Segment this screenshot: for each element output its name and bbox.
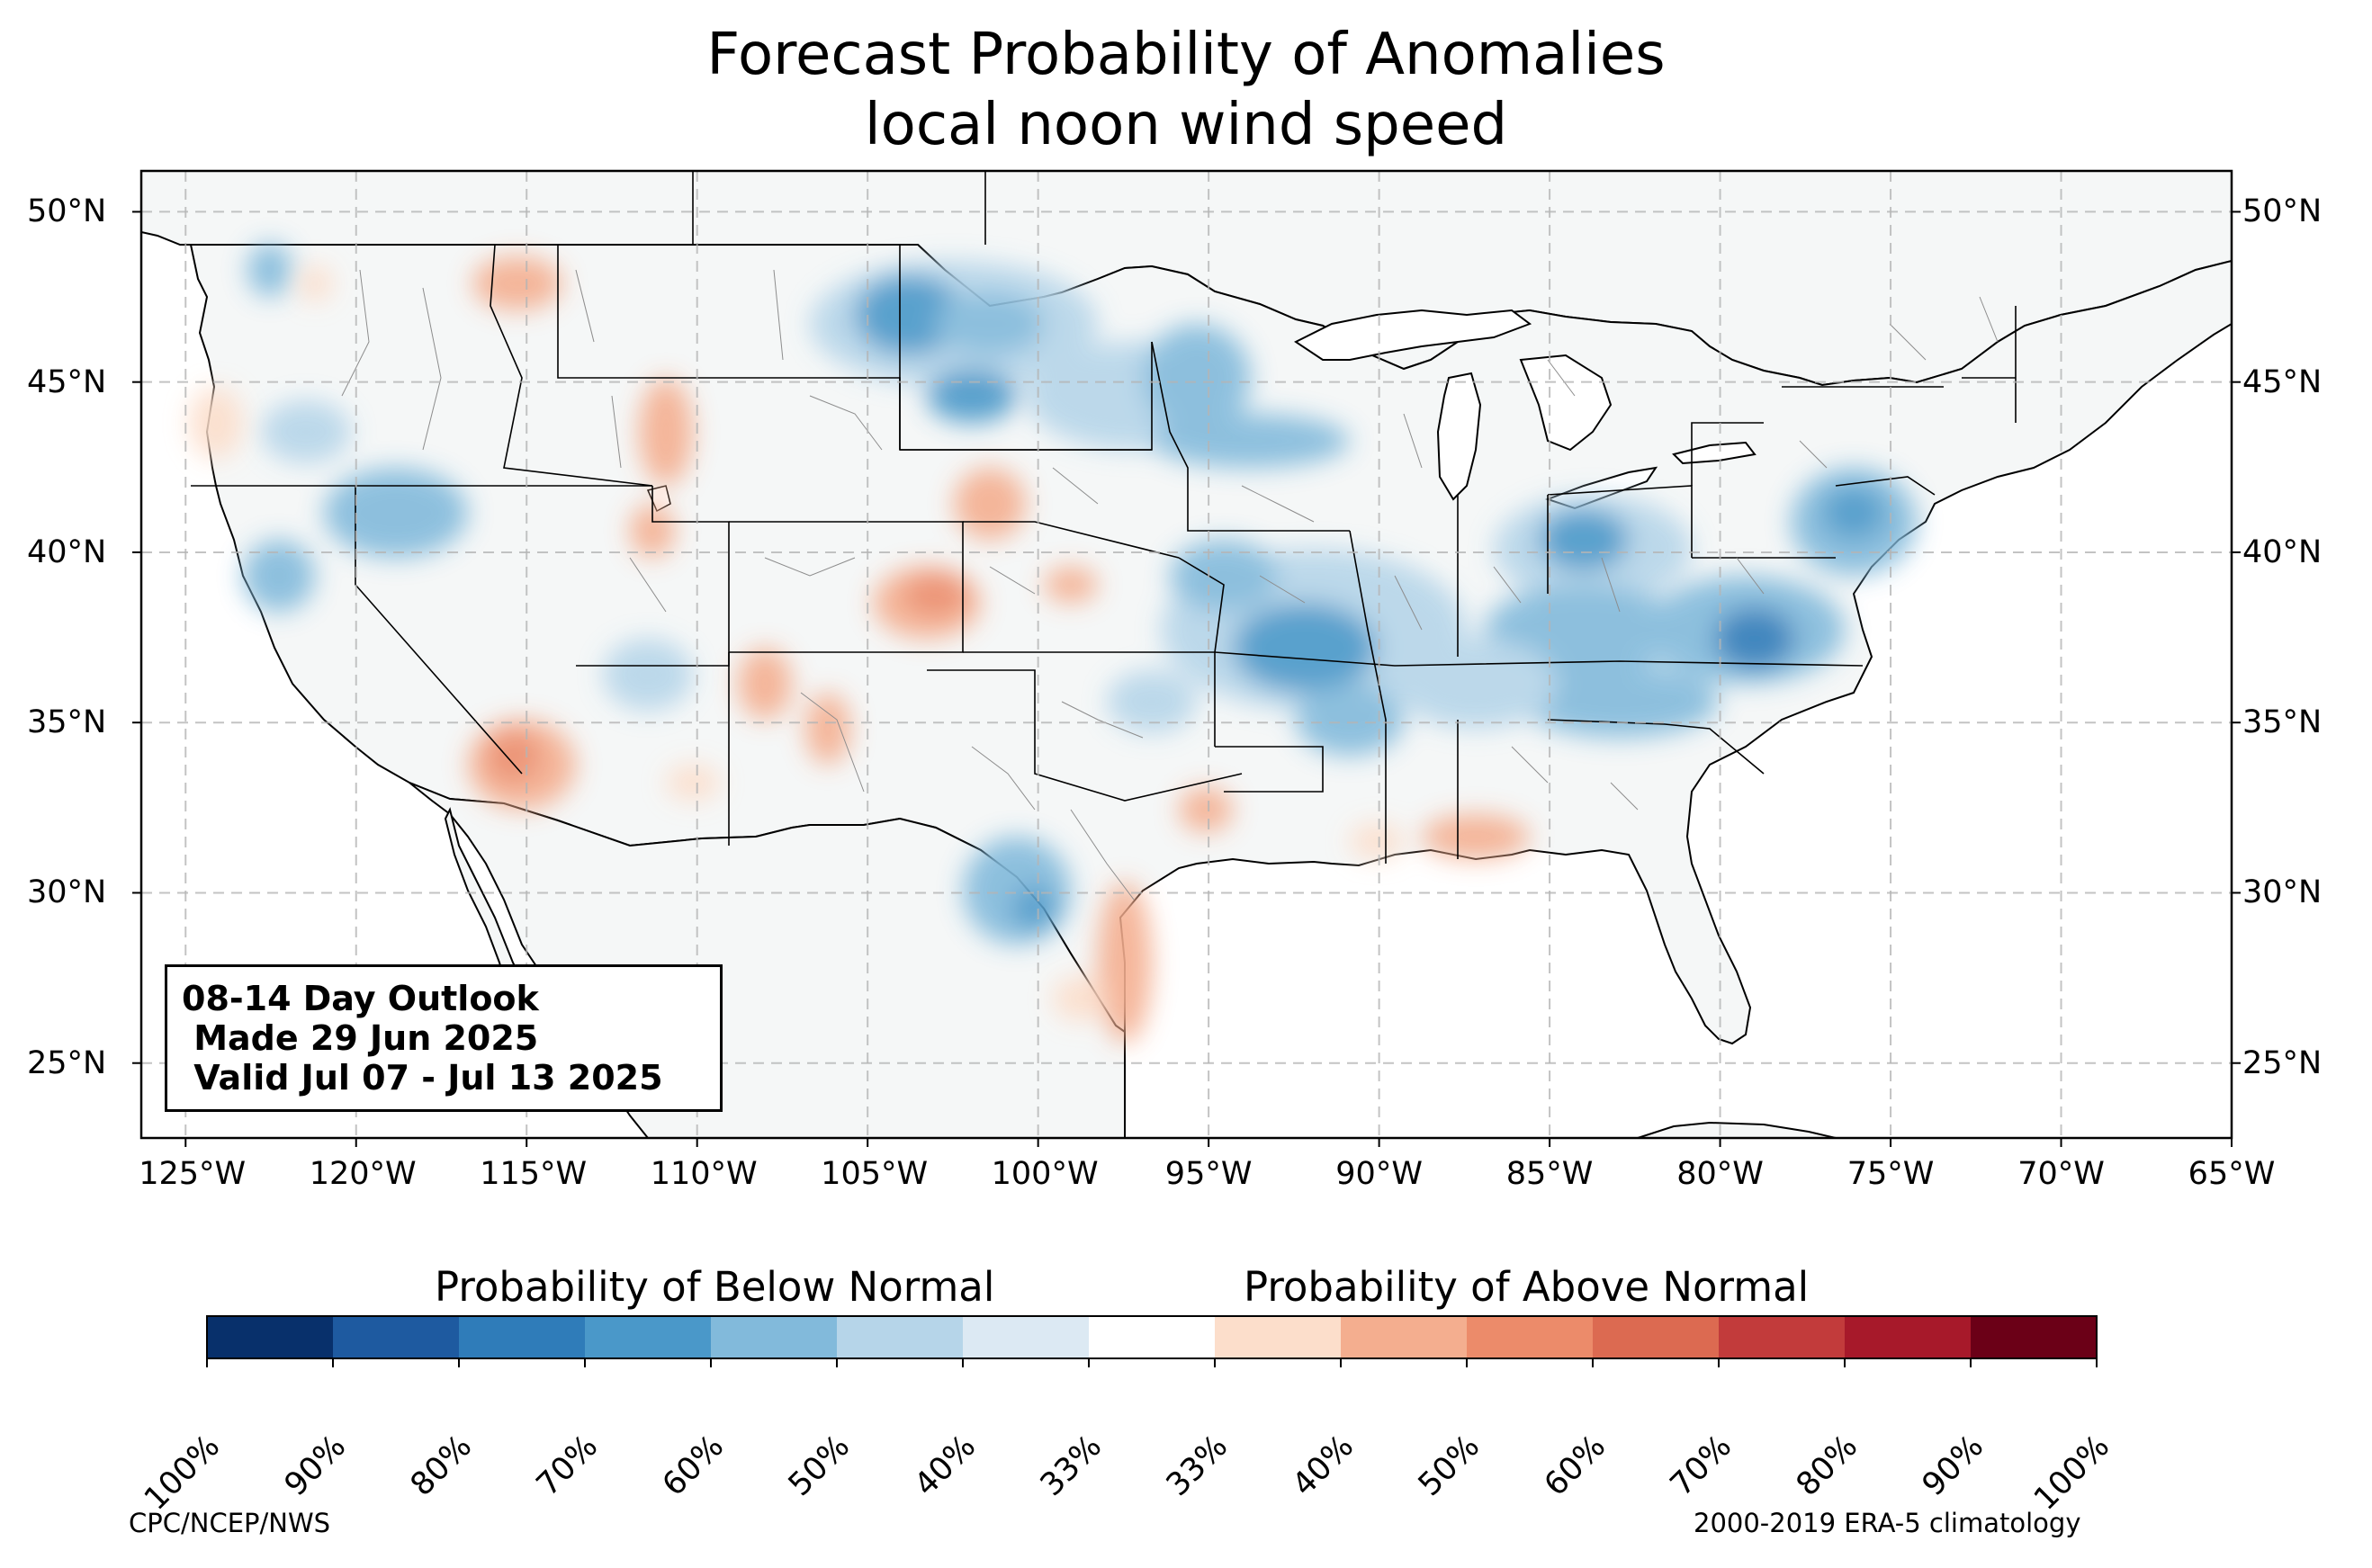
lon-tick-label: 85°W (1505, 1156, 1594, 1192)
colorbar-segment (1845, 1316, 1972, 1358)
lat-tick-label-left: 40°N (27, 533, 107, 570)
lon-tick-label: 70°W (2017, 1156, 2105, 1192)
lat-tick-label-left: 25°N (27, 1044, 107, 1081)
map-border (139, 169, 2233, 1140)
colorbar-segment (1341, 1316, 1468, 1358)
colorbar-segment (1971, 1316, 2098, 1358)
climate-division-lines (341, 269, 1999, 900)
lat-tick-label-right: 45°N (2242, 363, 2323, 400)
lat-tick-label-right: 25°N (2242, 1044, 2323, 1081)
outlook-info-box: 08-14 Day Outlook Made 29 Jun 2025 Valid… (165, 964, 723, 1112)
lon-tick-label: 95°W (1164, 1156, 1253, 1192)
lon-tick-label: 75°W (1846, 1156, 1935, 1192)
outlook-period: 08-14 Day Outlook (182, 979, 539, 1018)
lon-tick-label: 115°W (480, 1156, 588, 1192)
lon-tick-label: 120°W (309, 1156, 417, 1192)
colorbar-segment (1593, 1316, 1720, 1358)
colorbar-segment (459, 1316, 586, 1358)
colorbar-segment (963, 1316, 1090, 1358)
colorbar-segment (1215, 1316, 1342, 1358)
lat-tick-label-left: 50°N (27, 193, 107, 230)
above-normal-label: Probability of Above Normal (1244, 1263, 1810, 1311)
colorbar-segment (1467, 1316, 1594, 1358)
lat-tick-label-right: 50°N (2242, 193, 2323, 230)
colorbar-segment (837, 1316, 964, 1358)
lat-tick-label-right: 40°N (2242, 533, 2323, 570)
lake-huron (1519, 354, 1613, 452)
colorbar-segment (1089, 1316, 1216, 1358)
below-normal-shading (243, 243, 1917, 945)
colorbar-segment (585, 1316, 712, 1358)
footer-climatology: 2000-2019 ERA-5 climatology (1694, 1508, 2081, 1538)
above-normal-shading (189, 256, 1530, 1044)
lon-tick-label: 125°W (139, 1156, 247, 1192)
grid-lines (132, 171, 2241, 1147)
lon-tick-label: 105°W (821, 1156, 929, 1192)
colorbar-segment (1719, 1316, 1846, 1358)
chart-subtitle: local noon wind speed (864, 92, 1508, 158)
lake-superior (1294, 309, 1532, 361)
outlook-valid-range: Valid Jul 07 - Jul 13 2025 (182, 1058, 663, 1098)
colorbar-segment (333, 1316, 460, 1358)
lat-tick-label-left: 45°N (27, 363, 107, 400)
colorbar-border (206, 1315, 2098, 1359)
lat-tick-label-left: 35°N (27, 704, 107, 741)
lon-tick-label: 100°W (991, 1156, 1099, 1192)
footer-source: CPC/NCEP/NWS (129, 1508, 331, 1538)
lon-tick-label: 80°W (1676, 1156, 1764, 1192)
colorbar-segment (711, 1316, 838, 1358)
lat-tick-label-right: 35°N (2242, 704, 2323, 741)
outlook-made-date: Made 29 Jun 2025 (182, 1018, 539, 1058)
lat-tick-label-right: 30°N (2242, 874, 2323, 911)
lon-tick-label: 65°W (2188, 1156, 2276, 1192)
lake-michigan (1436, 372, 1482, 501)
lake-ontario (1672, 441, 1757, 465)
chart-title: Forecast Probability of Anomalies (706, 22, 1666, 88)
lon-tick-label: 90°W (1335, 1156, 1423, 1192)
lat-tick-label-left: 30°N (27, 874, 107, 911)
lon-tick-label: 110°W (650, 1156, 758, 1192)
colorbar-segment (207, 1316, 334, 1358)
cuba-land (1637, 1121, 1837, 1138)
colorbar (206, 1315, 2098, 1367)
below-normal-label: Probability of Below Normal (435, 1263, 995, 1311)
